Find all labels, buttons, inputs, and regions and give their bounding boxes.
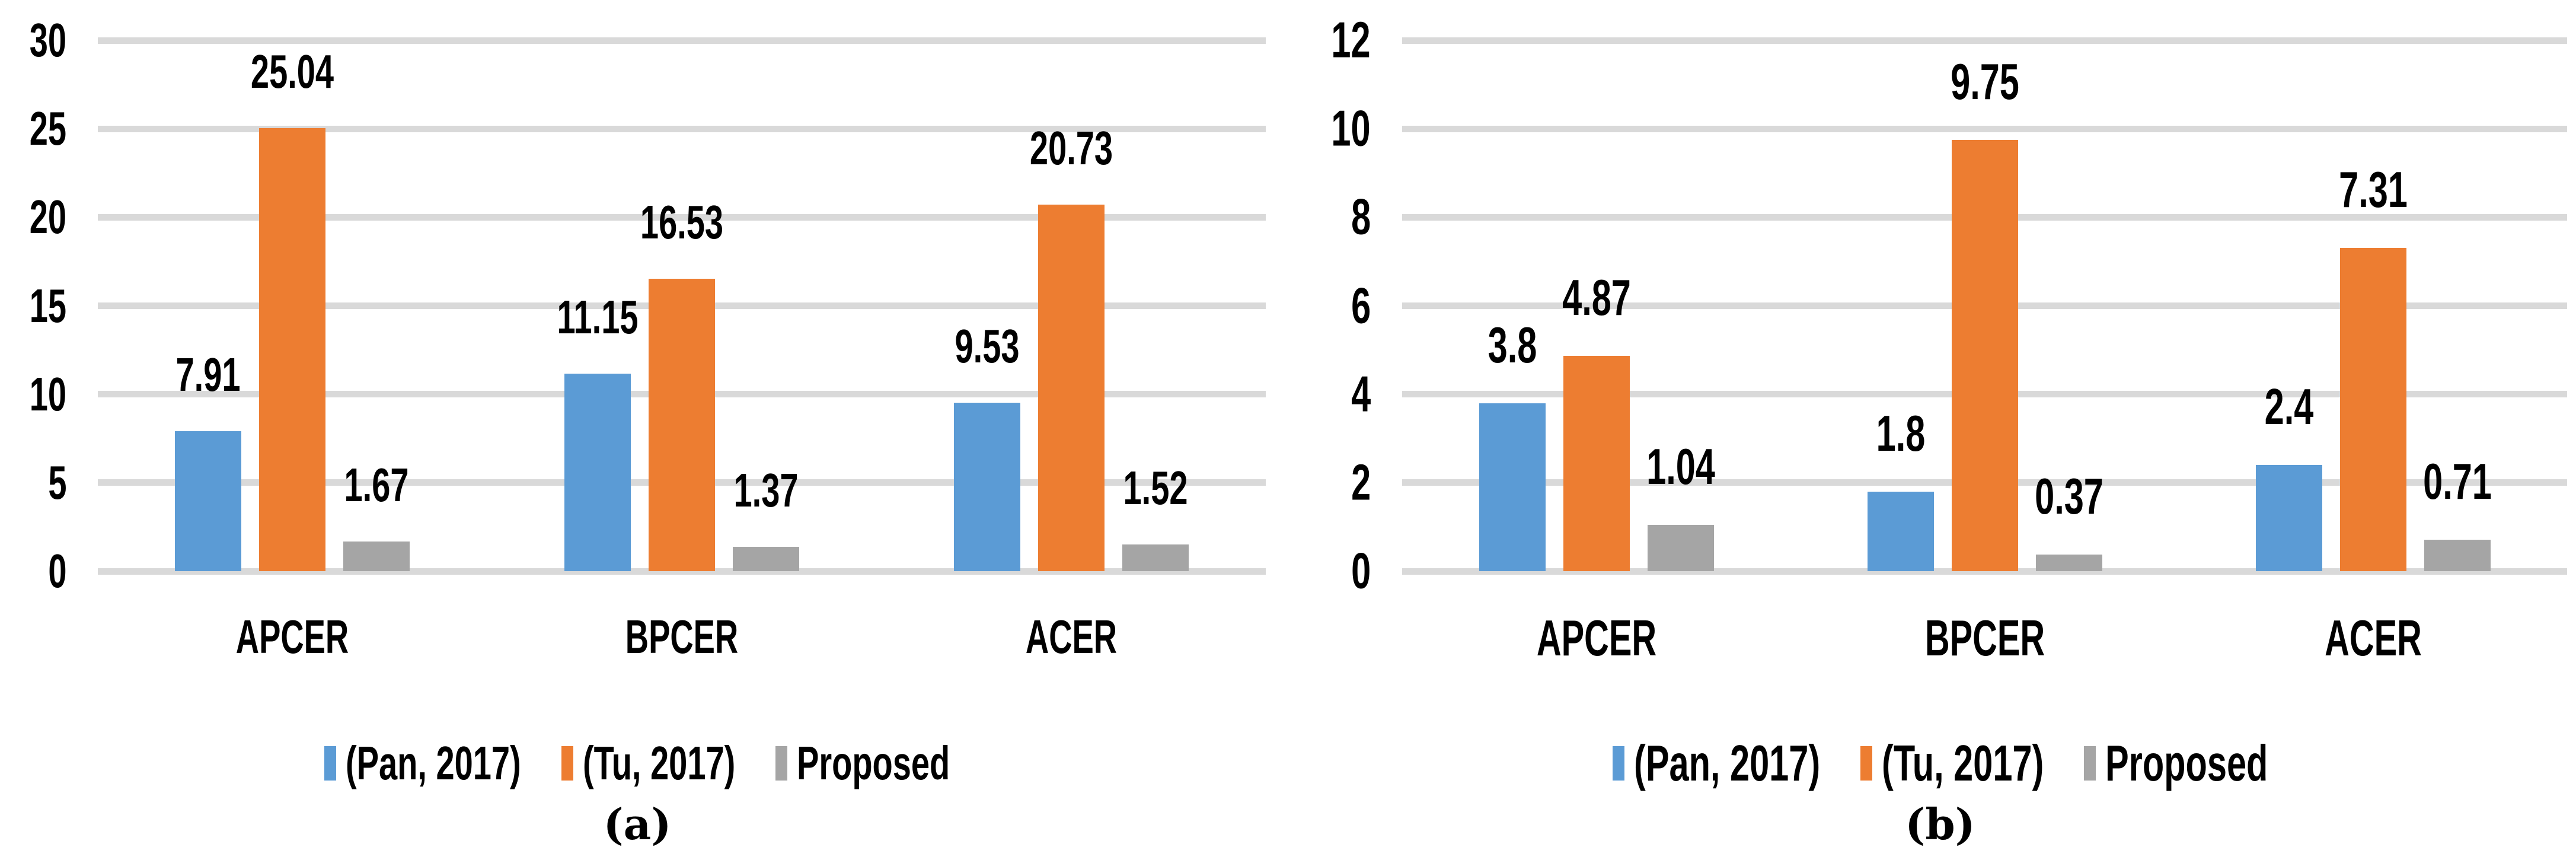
- category-label-apcer: APCER: [236, 610, 349, 663]
- legend-label: (Tu, 2017): [583, 737, 736, 789]
- bar-value-label-bpcer-0: 11.15: [557, 291, 639, 344]
- legend-item-tu-2017: (Tu, 2017): [1860, 738, 2044, 789]
- y-tick-label-8: 8: [1351, 189, 1371, 246]
- gridline-0: [1402, 568, 2567, 575]
- y-axis-b: 0 2 4 6 8 10 12: [1304, 0, 1371, 597]
- y-tick-label-4: 4: [1351, 366, 1371, 423]
- legend-label: (Pan, 2017): [346, 737, 522, 789]
- bar-pan-2017-bpcer: [1867, 491, 1934, 571]
- bar-value-label-apcer-2: 1.67: [344, 458, 409, 512]
- bar-tu-2017-apcer: [1563, 355, 1630, 571]
- bar-value-label-apcer-0: 3.8: [1487, 317, 1537, 374]
- legend-swatch-icon: [1860, 746, 1872, 781]
- gridline-30: [98, 37, 1266, 44]
- bar-pan-2017-bpcer: [564, 374, 631, 571]
- y-tick-label-0: 0: [47, 544, 66, 597]
- bar-value-label-acer-2: 0.71: [2422, 454, 2492, 511]
- legend-item-pan-2017: (Pan, 2017): [1612, 735, 1820, 792]
- y-tick-label-25: 25: [29, 102, 66, 155]
- y-tick-label-6: 6: [1351, 278, 1371, 334]
- bar-value-label-bpcer-1: 16.53: [640, 195, 724, 249]
- y-axis-a: 0 5 10 15 20 25 30: [0, 0, 66, 595]
- bar-proposed-bpcer: [2035, 555, 2102, 571]
- legend-item-pan-2017: (Pan, 2017): [324, 740, 521, 787]
- chart-panel-b: 0 2 4 6 8 10 12 3.8 4.87 1.04 1.8 9.75 0.37 2.4 7.31 0…: [1304, 0, 2576, 860]
- chart-panel-a: 0 5 10 15 20 25 30 7.91 25.04 1.67 11.15 16.53 1.37…: [0, 0, 1275, 860]
- gridline-0: [98, 568, 1266, 575]
- y-tick-label-30: 30: [29, 14, 66, 66]
- category-label-apcer: APCER: [1536, 610, 1656, 667]
- bar-pan-2017-apcer: [1479, 403, 1546, 571]
- bar-pan-2017-apcer: [175, 431, 242, 571]
- legend-label: Proposed: [2105, 735, 2268, 792]
- y-tick-label-2: 2: [1351, 454, 1371, 511]
- bar-value-label-bpcer-1: 9.75: [1950, 53, 2019, 110]
- gridline-20: [98, 214, 1266, 221]
- bar-tu-2017-bpcer: [649, 278, 715, 571]
- category-label-bpcer: BPCER: [625, 610, 739, 663]
- bar-value-label-acer-1: 7.31: [2338, 161, 2408, 218]
- bar-value-label-bpcer-2: 0.37: [2034, 469, 2103, 525]
- bar-pan-2017-acer: [2255, 465, 2322, 571]
- plot-area-b: 3.8 4.87 1.04 1.8 9.75 0.37 2.4 7.31 0.71: [1402, 37, 2567, 575]
- caption-a: (a): [603, 799, 672, 849]
- bar-value-label-apcer-1: 4.87: [1562, 269, 1631, 326]
- legend-b: (Pan, 2017) (Tu, 2017) Proposed: [1304, 731, 2576, 796]
- bar-pan-2017-acer: [953, 402, 1020, 571]
- legend-label: Proposed: [797, 737, 950, 789]
- bar-proposed-acer: [1122, 544, 1189, 571]
- bar-tu-2017-bpcer: [1951, 139, 2018, 571]
- gridline-12: [1402, 37, 2567, 44]
- y-tick-label-20: 20: [29, 190, 66, 244]
- bar-value-label-acer-2: 1.52: [1123, 461, 1188, 514]
- category-label-acer: ACER: [1025, 610, 1117, 663]
- bar-tu-2017-acer: [1038, 204, 1105, 571]
- category-label-acer: ACER: [2324, 610, 2422, 667]
- y-tick-label-12: 12: [1331, 12, 1371, 69]
- bar-value-label-apcer-0: 7.91: [175, 348, 241, 402]
- legend-label: (Pan, 2017): [1633, 735, 1820, 792]
- legend-swatch-icon: [561, 746, 574, 781]
- y-tick-label-10: 10: [29, 367, 66, 421]
- y-tick-label-0: 0: [1351, 543, 1371, 600]
- legend-item-proposed: Proposed: [2084, 738, 2268, 789]
- gridline-25: [98, 125, 1266, 132]
- bar-tu-2017-apcer: [259, 128, 326, 571]
- y-tick-label-15: 15: [29, 279, 66, 332]
- legend-swatch-icon: [324, 746, 337, 781]
- bar-proposed-bpcer: [733, 547, 799, 571]
- legend-a: (Pan, 2017) (Tu, 2017) Proposed: [0, 731, 1275, 796]
- bar-value-label-apcer-1: 25.04: [251, 44, 334, 98]
- bar-proposed-apcer: [1647, 525, 1714, 571]
- legend-item-tu-2017: (Tu, 2017): [561, 740, 735, 787]
- category-label-bpcer: BPCER: [1924, 610, 2045, 667]
- bar-proposed-acer: [2424, 540, 2491, 571]
- legend-swatch-icon: [1612, 746, 1624, 781]
- legend-label: (Tu, 2017): [1881, 735, 2044, 792]
- plot-area-a: 7.91 25.04 1.67 11.15 16.53 1.37 9.53 20.73 1.52: [98, 37, 1266, 575]
- bar-value-label-acer-0: 9.53: [955, 319, 1020, 372]
- bar-tu-2017-acer: [2339, 247, 2406, 571]
- bar-value-label-bpcer-2: 1.37: [733, 464, 799, 517]
- legend-swatch-icon: [775, 746, 788, 781]
- bar-value-label-bpcer-0: 1.8: [1876, 405, 1925, 462]
- y-tick-label-10: 10: [1331, 100, 1371, 157]
- legend-swatch-icon: [2084, 746, 2096, 781]
- legend-item-proposed: Proposed: [775, 740, 950, 787]
- bar-proposed-apcer: [343, 542, 410, 571]
- bar-value-label-acer-0: 2.4: [2264, 379, 2313, 435]
- gridline-10: [1402, 125, 2567, 132]
- caption-b: (b): [1905, 799, 1975, 849]
- y-tick-label-5: 5: [47, 456, 66, 509]
- bar-value-label-acer-1: 20.73: [1029, 121, 1113, 174]
- bar-value-label-apcer-2: 1.04: [1646, 439, 1715, 496]
